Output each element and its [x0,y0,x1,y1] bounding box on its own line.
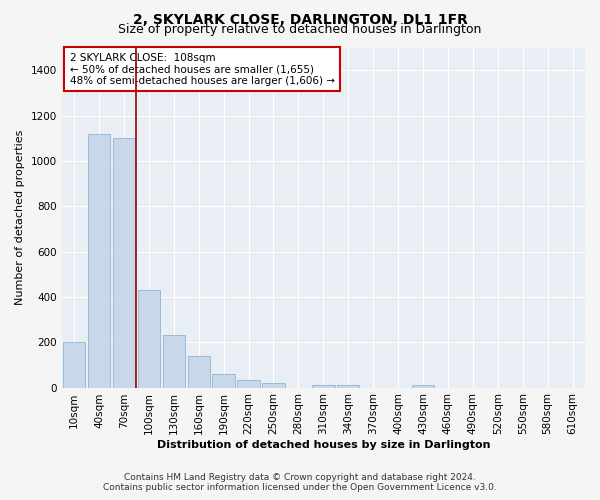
Bar [113,138,135,388]
Bar [88,134,110,388]
Bar [238,380,260,388]
Bar [262,383,285,388]
Bar [337,386,359,388]
Text: 2, SKYLARK CLOSE, DARLINGTON, DL1 1FR: 2, SKYLARK CLOSE, DARLINGTON, DL1 1FR [133,12,467,26]
Bar [212,374,235,388]
Text: 2 SKYLARK CLOSE:  108sqm
← 50% of detached houses are smaller (1,655)
48% of sem: 2 SKYLARK CLOSE: 108sqm ← 50% of detache… [70,52,335,86]
Bar [188,356,210,388]
Bar [163,336,185,388]
Bar [63,342,85,388]
Text: Size of property relative to detached houses in Darlington: Size of property relative to detached ho… [118,22,482,36]
Y-axis label: Number of detached properties: Number of detached properties [15,130,25,305]
X-axis label: Distribution of detached houses by size in Darlington: Distribution of detached houses by size … [157,440,490,450]
Bar [412,386,434,388]
Bar [312,386,335,388]
Bar [137,290,160,388]
Text: Contains HM Land Registry data © Crown copyright and database right 2024.
Contai: Contains HM Land Registry data © Crown c… [103,473,497,492]
